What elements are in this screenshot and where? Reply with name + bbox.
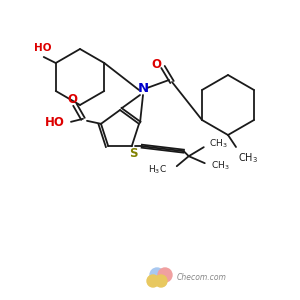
Text: CH$_3$: CH$_3$ — [209, 138, 227, 150]
Text: O: O — [151, 58, 161, 71]
Text: Checom.com: Checom.com — [177, 274, 227, 283]
Circle shape — [158, 268, 172, 282]
Text: HO: HO — [34, 43, 52, 53]
Text: O: O — [67, 93, 77, 106]
Circle shape — [155, 275, 167, 287]
Text: CH$_3$: CH$_3$ — [238, 151, 258, 165]
Circle shape — [150, 268, 164, 282]
Text: S: S — [130, 147, 138, 160]
Text: CH$_3$: CH$_3$ — [211, 160, 230, 172]
Text: N: N — [137, 82, 148, 95]
Text: HO: HO — [45, 116, 65, 129]
Circle shape — [147, 275, 159, 287]
Text: H$_3$C: H$_3$C — [148, 164, 167, 176]
